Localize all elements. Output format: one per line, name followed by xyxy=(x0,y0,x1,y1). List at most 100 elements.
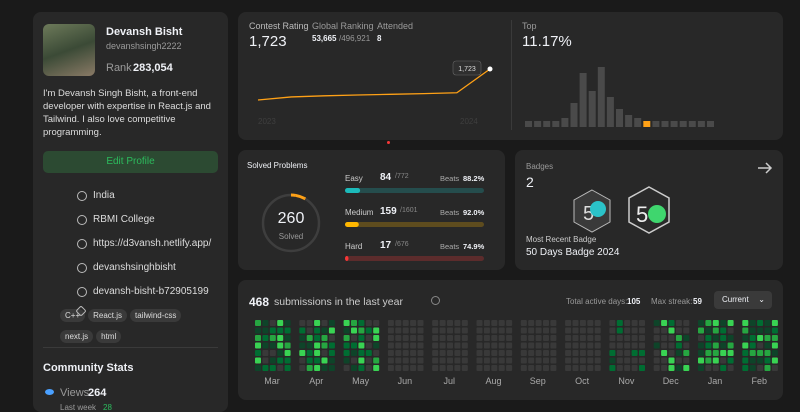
day-cell xyxy=(269,327,276,334)
day-cell xyxy=(417,350,424,356)
day-cell xyxy=(365,335,372,341)
day-cell xyxy=(402,335,409,341)
month-label: Nov xyxy=(618,376,635,386)
day-cell xyxy=(365,350,372,356)
day-cell xyxy=(506,357,513,364)
day-cell xyxy=(365,365,372,371)
info-icon xyxy=(431,296,440,305)
day-cell xyxy=(373,320,380,326)
day-cell xyxy=(727,365,734,371)
year-select[interactable]: Current ⌄ xyxy=(714,291,772,309)
day-cell xyxy=(476,342,483,349)
day-cell xyxy=(668,342,675,349)
badge-glyph: 5 xyxy=(583,203,594,225)
day-cell xyxy=(594,350,601,356)
page-dot xyxy=(387,141,390,144)
day-cell xyxy=(705,357,712,364)
day-cell xyxy=(351,350,357,356)
day-cell xyxy=(528,342,535,349)
day-cell xyxy=(432,357,439,364)
tooltip: 1,723 xyxy=(458,66,476,73)
day-cell xyxy=(343,320,350,326)
day-cell xyxy=(358,320,365,326)
day-cell xyxy=(550,327,557,334)
day-cell xyxy=(594,342,601,349)
day-cell xyxy=(639,350,645,356)
solved-charts xyxy=(261,188,484,261)
day-cell xyxy=(727,320,734,326)
day-cell xyxy=(764,365,771,371)
day-cell xyxy=(749,335,756,341)
histogram-bar xyxy=(579,73,587,127)
day-cell xyxy=(616,342,623,349)
day-cell xyxy=(410,327,417,334)
badges-title: Badges xyxy=(526,162,554,171)
day-cell xyxy=(277,342,284,349)
day-cell xyxy=(631,365,638,371)
day-cell xyxy=(483,357,490,364)
active-label: Total active days: xyxy=(566,297,628,306)
day-cell xyxy=(351,365,357,371)
day-cell xyxy=(579,320,586,326)
day-cell xyxy=(402,357,409,364)
day-cell xyxy=(387,365,394,371)
day-cell xyxy=(447,365,453,371)
day-cell xyxy=(757,335,764,341)
day-cell xyxy=(609,335,616,341)
day-cell xyxy=(402,350,409,356)
day-cell xyxy=(661,357,668,364)
badge-dot xyxy=(590,201,606,217)
beats-label: Beats xyxy=(440,242,460,251)
profile-panel: Devansh Bisht devanshsingh2222 Rank 283,… xyxy=(33,12,228,412)
day-cell xyxy=(358,342,365,349)
day-cell xyxy=(550,350,557,356)
day-cell xyxy=(410,350,417,356)
day-cell xyxy=(565,320,572,326)
day-cell xyxy=(277,365,284,371)
day-cell xyxy=(358,327,365,334)
day-cell xyxy=(454,365,461,371)
day-cell xyxy=(579,357,586,364)
day-cell xyxy=(631,350,638,356)
day-cell xyxy=(461,350,468,356)
day-cell xyxy=(410,365,417,371)
day-cell xyxy=(705,365,712,371)
day-cell xyxy=(742,320,749,326)
day-cell xyxy=(631,327,638,334)
day-cell xyxy=(535,320,542,326)
submission-label: submissions in the last year xyxy=(274,296,403,308)
day-cell xyxy=(269,357,276,364)
bio: I'm Devansh Singh Bisht, a front-end dev… xyxy=(43,88,211,138)
day-cell xyxy=(543,357,549,364)
global-total: /496,921 xyxy=(339,34,371,43)
month-label: Jul xyxy=(443,376,455,386)
day-cell xyxy=(683,365,690,371)
level-track xyxy=(345,256,484,261)
day-cell xyxy=(432,320,439,326)
day-cell xyxy=(624,342,631,349)
day-cell xyxy=(624,320,631,326)
day-cell xyxy=(749,327,756,334)
day-cell xyxy=(683,327,690,334)
edit-profile-button[interactable]: Edit Profile xyxy=(43,151,218,173)
day-cell xyxy=(417,320,424,326)
day-cell xyxy=(395,320,402,326)
day-cell xyxy=(432,327,439,334)
day-cell xyxy=(771,357,778,364)
day-cell xyxy=(402,320,409,326)
day-cell xyxy=(262,327,269,334)
day-cell xyxy=(439,320,446,326)
day-cell xyxy=(498,357,505,364)
day-cell xyxy=(528,327,535,334)
avatar xyxy=(43,24,95,76)
day-cell xyxy=(683,342,690,349)
day-cell xyxy=(269,350,276,356)
day-cell xyxy=(675,357,682,364)
views-label: Views xyxy=(60,387,90,399)
rank: 283,054 xyxy=(133,62,173,74)
day-cell xyxy=(454,320,461,326)
day-cell xyxy=(321,327,328,334)
day-cell xyxy=(579,335,586,341)
day-cell xyxy=(543,365,549,371)
